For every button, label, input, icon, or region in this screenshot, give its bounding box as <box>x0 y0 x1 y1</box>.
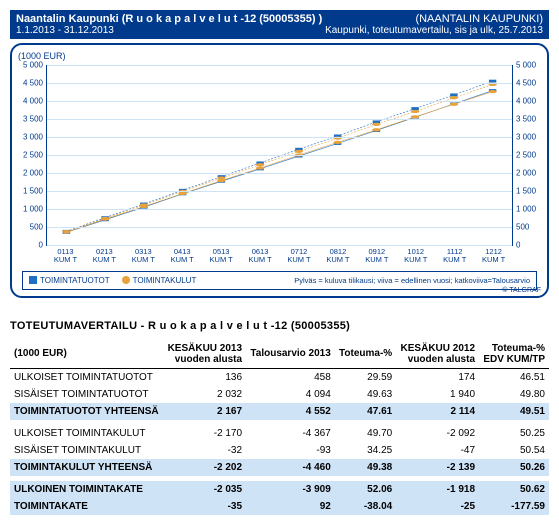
legend-series-2: TOIMINTAKULUT <box>122 276 197 285</box>
header-title-left: Naantalin Kaupunki (R u o k a p a l v e … <box>16 13 322 25</box>
table-row: ULKOISET TOIMINTAKULUT-2 170-4 36749.70-… <box>10 425 549 442</box>
table-row: TOIMINTAKULUT YHTEENSÄ-2 202-4 46049.38-… <box>10 459 549 476</box>
x-tick: 0812KUM T <box>318 248 357 265</box>
legend-note: Pylväs = kuluva tilikausi; viiva = edell… <box>294 276 530 285</box>
report-header: Naantalin Kaupunki (R u o k a p a l v e … <box>10 10 549 39</box>
x-tick: 0613KUM T <box>241 248 280 265</box>
x-tick: 0513KUM T <box>202 248 241 265</box>
table-row: ULKOINEN TOIMINTAKATE-2 035-3 90952.06-1… <box>10 481 549 498</box>
col-header: Toteuma-% <box>335 340 396 369</box>
x-tick: 1112KUM T <box>435 248 474 265</box>
table-row: ULKOISET TOIMINTATUOTOT13645829.5917446.… <box>10 368 549 386</box>
x-tick: 0413KUM T <box>163 248 202 265</box>
chart-legend: TOIMINTATUOTOT TOIMINTAKULUT Pylväs = ku… <box>22 271 537 290</box>
chart-area: 005005001 0001 0001 5001 5002 0002 0002 … <box>46 65 513 246</box>
chart-y-label: (1000 EUR) <box>18 51 541 61</box>
x-tick: 0912KUM T <box>357 248 396 265</box>
table-row: SISÄISET TOIMINTATUOTOT2 0324 09449.631 … <box>10 386 549 403</box>
x-tick: 0113KUM T <box>46 248 85 265</box>
x-tick: 0213KUM T <box>85 248 124 265</box>
x-tick: 1012KUM T <box>396 248 435 265</box>
col-header: KESÄKUU 2013vuoden alusta <box>163 340 246 369</box>
x-tick: 0712KUM T <box>280 248 319 265</box>
header-title-right: (NAANTALIN KAUPUNKI) <box>415 13 543 25</box>
legend-series-1: TOIMINTATUOTOT <box>29 276 110 285</box>
col-header: Talousarvio 2013 <box>246 340 335 369</box>
table-row: SISÄISET TOIMINTAKULUT-32-9334.25-4750.5… <box>10 442 549 459</box>
col-header: Toteuma-%EDV KUM/TP <box>479 340 549 369</box>
header-sub-left: 1.1.2013 - 31.12.2013 <box>16 25 114 36</box>
table-row: TOIMINTAKATE-3592-38.04-25-177.59 <box>10 498 549 515</box>
comparison-table: (1000 EUR)KESÄKUU 2013vuoden alustaTalou… <box>10 340 549 515</box>
table-unit: (1000 EUR) <box>10 340 163 369</box>
header-sub-right: Kaupunki, toteutumavertailu, sis ja ulk,… <box>325 25 543 36</box>
col-header: KESÄKUU 2012vuoden alusta <box>396 340 479 369</box>
x-tick: 1212KUM T <box>474 248 513 265</box>
chart-copyright: © TALGRAF <box>502 287 541 294</box>
chart-panel: (1000 EUR) 005005001 0001 0001 5001 5002… <box>10 43 549 298</box>
table-row: TOIMINTATUOTOT YHTEENSÄ2 1674 55247.612 … <box>10 403 549 420</box>
x-tick: 0313KUM T <box>124 248 163 265</box>
table-section-title: TOTEUTUMAVERTAILU - R u o k a p a l v e … <box>10 320 549 332</box>
